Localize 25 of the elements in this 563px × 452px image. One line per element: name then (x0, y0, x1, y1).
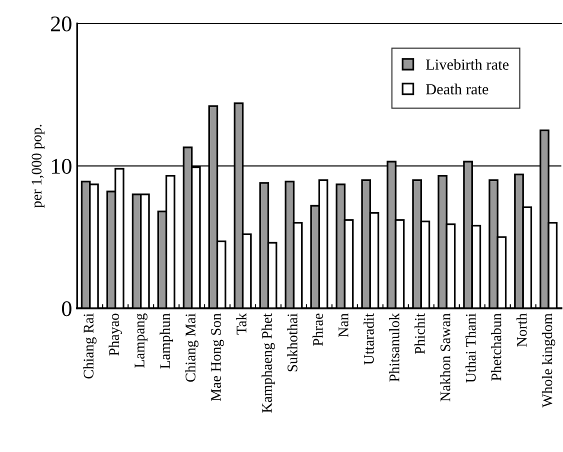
legend-label: Death rate (426, 84, 488, 94)
x-tick-label: Sukhothai (287, 313, 298, 372)
legend-label: Livebirth rate (426, 59, 509, 70)
x-tick-label: Phichit (414, 313, 425, 354)
x-tick-label: Kamphaeng Phet (262, 313, 275, 413)
x-tick-label: Uttaradit (364, 313, 374, 365)
x-tick-label: North (516, 313, 527, 347)
x-tick-label: Phrae (312, 314, 323, 346)
x-tick-label: Chiang Mai (185, 313, 198, 382)
x-tick-label: Uthai Thani (466, 313, 476, 383)
x-tick-label: Phayao (108, 314, 122, 356)
y-tick-label: 20 (51, 16, 72, 32)
x-tick-label: Chiang Rai (83, 313, 97, 379)
x-tick-label: Mae Hong Son (211, 313, 224, 402)
x-tick-label: Phetchabun (490, 313, 502, 381)
x-tick-label: Whole kingdom (542, 313, 556, 408)
y-tick-label: 10 (52, 158, 72, 174)
x-tick-label: Nakhon Sawan (440, 313, 450, 402)
x-tick-label: Phitsanulok (389, 313, 400, 382)
y-tick-label: 0 (62, 301, 72, 316)
x-tick-label: Lampang (134, 313, 148, 368)
x-tick-label: Lamphun (160, 313, 173, 369)
x-tick-label: Tak (236, 313, 246, 335)
x-tick-label: Nan (338, 313, 348, 338)
y-axis-title: per 1,000 pop. (32, 124, 44, 208)
